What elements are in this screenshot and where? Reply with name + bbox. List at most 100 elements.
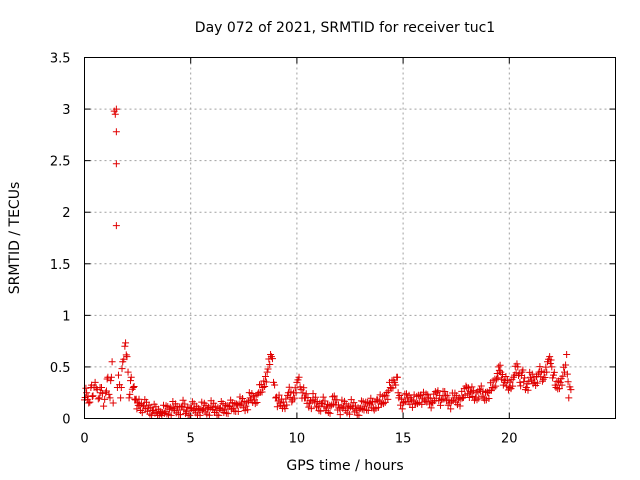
data-point — [146, 410, 154, 418]
data-point — [324, 409, 332, 417]
y-tick-label: 0.5 — [50, 361, 71, 376]
data-point — [379, 392, 387, 400]
data-point — [409, 397, 417, 405]
y-tick-label: 1 — [62, 309, 70, 324]
data-point — [350, 399, 358, 407]
data-point — [112, 128, 120, 136]
data-point — [473, 396, 481, 404]
data-point — [275, 391, 283, 399]
data-point — [163, 410, 171, 418]
x-tick-label: 0 — [80, 432, 88, 447]
data-point — [112, 160, 120, 168]
data-point — [101, 395, 109, 403]
grid-lines — [84, 57, 616, 419]
data-point — [133, 405, 141, 413]
data-point — [273, 403, 281, 411]
data-point — [413, 392, 421, 400]
data-point — [197, 405, 205, 413]
data-point — [196, 411, 204, 419]
data-point — [516, 378, 524, 386]
data-point — [117, 394, 125, 402]
data-point — [312, 403, 320, 411]
data-point — [130, 383, 138, 391]
data-point — [491, 375, 499, 383]
data-point — [422, 390, 430, 398]
data-point — [509, 382, 517, 390]
data-point — [337, 403, 345, 411]
data-point — [521, 374, 529, 382]
data-point — [495, 363, 503, 371]
data-point — [191, 405, 199, 413]
data-point — [435, 397, 443, 405]
data-point — [436, 391, 444, 399]
y-tick-label: 3.5 — [50, 52, 71, 67]
data-point — [444, 401, 452, 409]
data-point — [261, 373, 269, 381]
data-point — [466, 388, 474, 396]
data-point — [125, 394, 133, 402]
data-point — [513, 360, 521, 368]
data-point — [126, 390, 134, 398]
chart-title: Day 072 of 2021, SRMTID for receiver tuc… — [195, 20, 495, 36]
y-tick-label: 2.5 — [50, 155, 71, 170]
data-point — [499, 381, 507, 389]
data-point — [103, 375, 111, 383]
data-point — [215, 411, 223, 419]
y-axis-label: SRMTID / TECUs — [7, 182, 23, 295]
data-point — [465, 384, 473, 392]
data-point — [309, 390, 317, 398]
data-point — [547, 356, 555, 364]
x-axis-label: GPS time / hours — [286, 458, 403, 474]
data-point — [543, 368, 551, 376]
x-tick-label: 15 — [395, 432, 412, 447]
data-point — [312, 393, 320, 401]
data-point — [205, 403, 213, 411]
data-point — [550, 368, 558, 376]
data-point — [397, 401, 405, 409]
data-point — [536, 363, 544, 371]
data-point — [299, 389, 307, 397]
data-point — [478, 392, 486, 400]
tick-labels: 0 5 10 15 20 0 0.5 1 1.5 2 2.5 3 3.5 — [50, 52, 518, 447]
data-point — [492, 382, 500, 390]
data-point — [281, 405, 289, 413]
data-point — [382, 392, 390, 400]
data-point — [288, 398, 296, 406]
data-point — [330, 392, 338, 400]
data-point — [244, 406, 252, 414]
data-point — [548, 363, 556, 371]
data-point — [177, 411, 185, 419]
y-tick-label: 0 — [62, 413, 70, 428]
data-point — [107, 373, 115, 381]
data-point — [258, 388, 266, 396]
data-point — [95, 394, 103, 402]
data-point — [537, 373, 545, 381]
data-point — [336, 411, 344, 419]
data-point — [494, 374, 502, 382]
axis-ticks — [84, 57, 616, 419]
data-point — [205, 411, 213, 419]
data-point — [490, 384, 498, 392]
data-point — [138, 409, 146, 417]
data-point — [112, 105, 120, 113]
data-point — [476, 386, 484, 394]
data-point — [564, 378, 572, 386]
data-point — [86, 398, 94, 406]
data-point — [489, 377, 497, 385]
data-point — [436, 401, 444, 409]
data-point — [443, 391, 451, 399]
x-tick-label: 5 — [187, 432, 195, 447]
data-point — [179, 396, 187, 404]
data-point — [380, 400, 388, 408]
data-point — [292, 389, 300, 397]
data-point — [96, 384, 104, 392]
data-point — [354, 404, 362, 412]
data-point — [107, 377, 115, 385]
data-point — [106, 394, 114, 402]
data-point — [282, 395, 290, 403]
data-point — [114, 371, 122, 379]
data-point — [426, 394, 434, 402]
data-point — [88, 392, 96, 400]
data-point — [118, 365, 126, 373]
